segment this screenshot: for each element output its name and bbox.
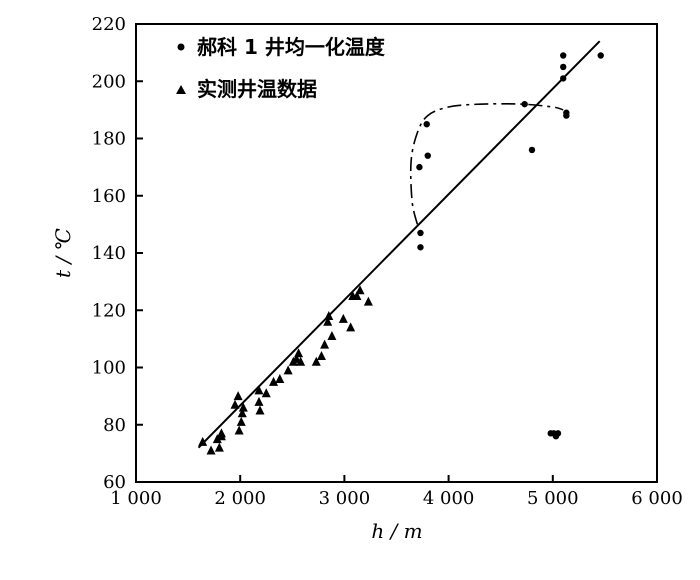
well-temp-point	[346, 322, 356, 332]
y-tick-label: 80	[103, 415, 126, 436]
legend: 郝科 1 井均一化温度 实测井温数据	[176, 35, 386, 101]
well-temp-point	[234, 425, 244, 435]
well-temp-point	[261, 388, 271, 398]
well-temp-point	[294, 348, 304, 358]
well-temp-point	[311, 356, 321, 366]
well-temp-point	[206, 445, 216, 455]
homogenization-temp-point	[528, 146, 536, 154]
legend-label-triangles: 实测井温数据	[197, 77, 317, 101]
homogenization-temp-point	[423, 120, 430, 128]
well-temp-point	[296, 356, 306, 366]
homogenization-temp-point	[560, 52, 567, 59]
homogenization-temp-point	[563, 112, 570, 119]
well-temp-point	[323, 316, 333, 326]
homogenization-temp-point	[554, 430, 562, 437]
well-temp-point	[198, 436, 208, 446]
y-axis-ticks: 60 80 100 120 140 160 180 200 220	[92, 14, 143, 493]
dashed-curve	[409, 102, 564, 225]
well-temp-point	[363, 296, 373, 306]
y-tick-label: 100	[92, 358, 126, 379]
data-points-layer	[198, 52, 604, 455]
well-temp-point	[355, 285, 365, 295]
well-temp-point	[255, 405, 265, 415]
x-tick-label: 1 000	[110, 488, 162, 509]
legend-label-dots: 郝科 1 井均一化温度	[197, 35, 386, 59]
y-tick-label: 220	[92, 14, 126, 35]
y-tick-label: 140	[92, 243, 126, 264]
x-tick-label: 6 000	[631, 488, 683, 509]
well-temp-point	[254, 385, 264, 395]
well-temp-point	[324, 310, 334, 320]
homogenization-temp-point	[417, 244, 424, 251]
homogenization-temp-point	[521, 100, 528, 108]
well-temp-point	[352, 290, 362, 300]
well-temp-point	[320, 339, 330, 349]
homogenization-temp-point	[417, 229, 424, 237]
y-tick-label: 60	[103, 472, 126, 493]
well-temp-point	[237, 408, 247, 418]
well-temp-point	[269, 376, 279, 386]
well-temp-point	[216, 431, 226, 441]
x-tick-label: 4 000	[423, 488, 475, 509]
fit-line-layer	[197, 40, 601, 449]
well-temp-point	[275, 373, 285, 383]
well-temp-point	[316, 351, 326, 361]
y-axis-title: t / ℃	[51, 228, 75, 278]
well-temp-point	[327, 331, 337, 341]
well-temp-point	[238, 402, 248, 412]
well-temp-point	[338, 313, 348, 323]
y-tick-label: 200	[92, 71, 126, 92]
well-temp-point	[212, 434, 222, 444]
x-axis-ticks: 1 000 2 000 3 000 4 000 5 000 6 000	[110, 475, 683, 509]
legend-triangle-marker	[176, 85, 186, 94]
homogenization-temp-point	[597, 52, 604, 59]
dashed-curve-layer	[409, 102, 564, 225]
homogenization-temp-point	[560, 63, 567, 71]
well-temp-point	[236, 416, 246, 426]
y-tick-label: 160	[92, 186, 126, 207]
y-tick-label: 120	[92, 300, 126, 321]
y-tick-label: 180	[92, 129, 126, 150]
homogenization-temp-point	[416, 163, 423, 171]
well-temp-point	[230, 399, 240, 409]
well-temp-point	[254, 396, 264, 406]
well-temp-point	[214, 442, 224, 452]
x-tick-label: 5 000	[527, 488, 579, 509]
homogenization-temp-point	[560, 75, 567, 82]
well-temp-point	[233, 391, 243, 401]
x-tick-label: 3 000	[319, 488, 371, 509]
homogenization-temp-point	[424, 152, 431, 159]
x-tick-label: 2 000	[214, 488, 266, 509]
x-axis-title: h / m	[371, 519, 422, 543]
legend-dot-marker	[177, 43, 185, 51]
fit-line	[197, 40, 601, 449]
well-temp-point	[283, 365, 293, 375]
